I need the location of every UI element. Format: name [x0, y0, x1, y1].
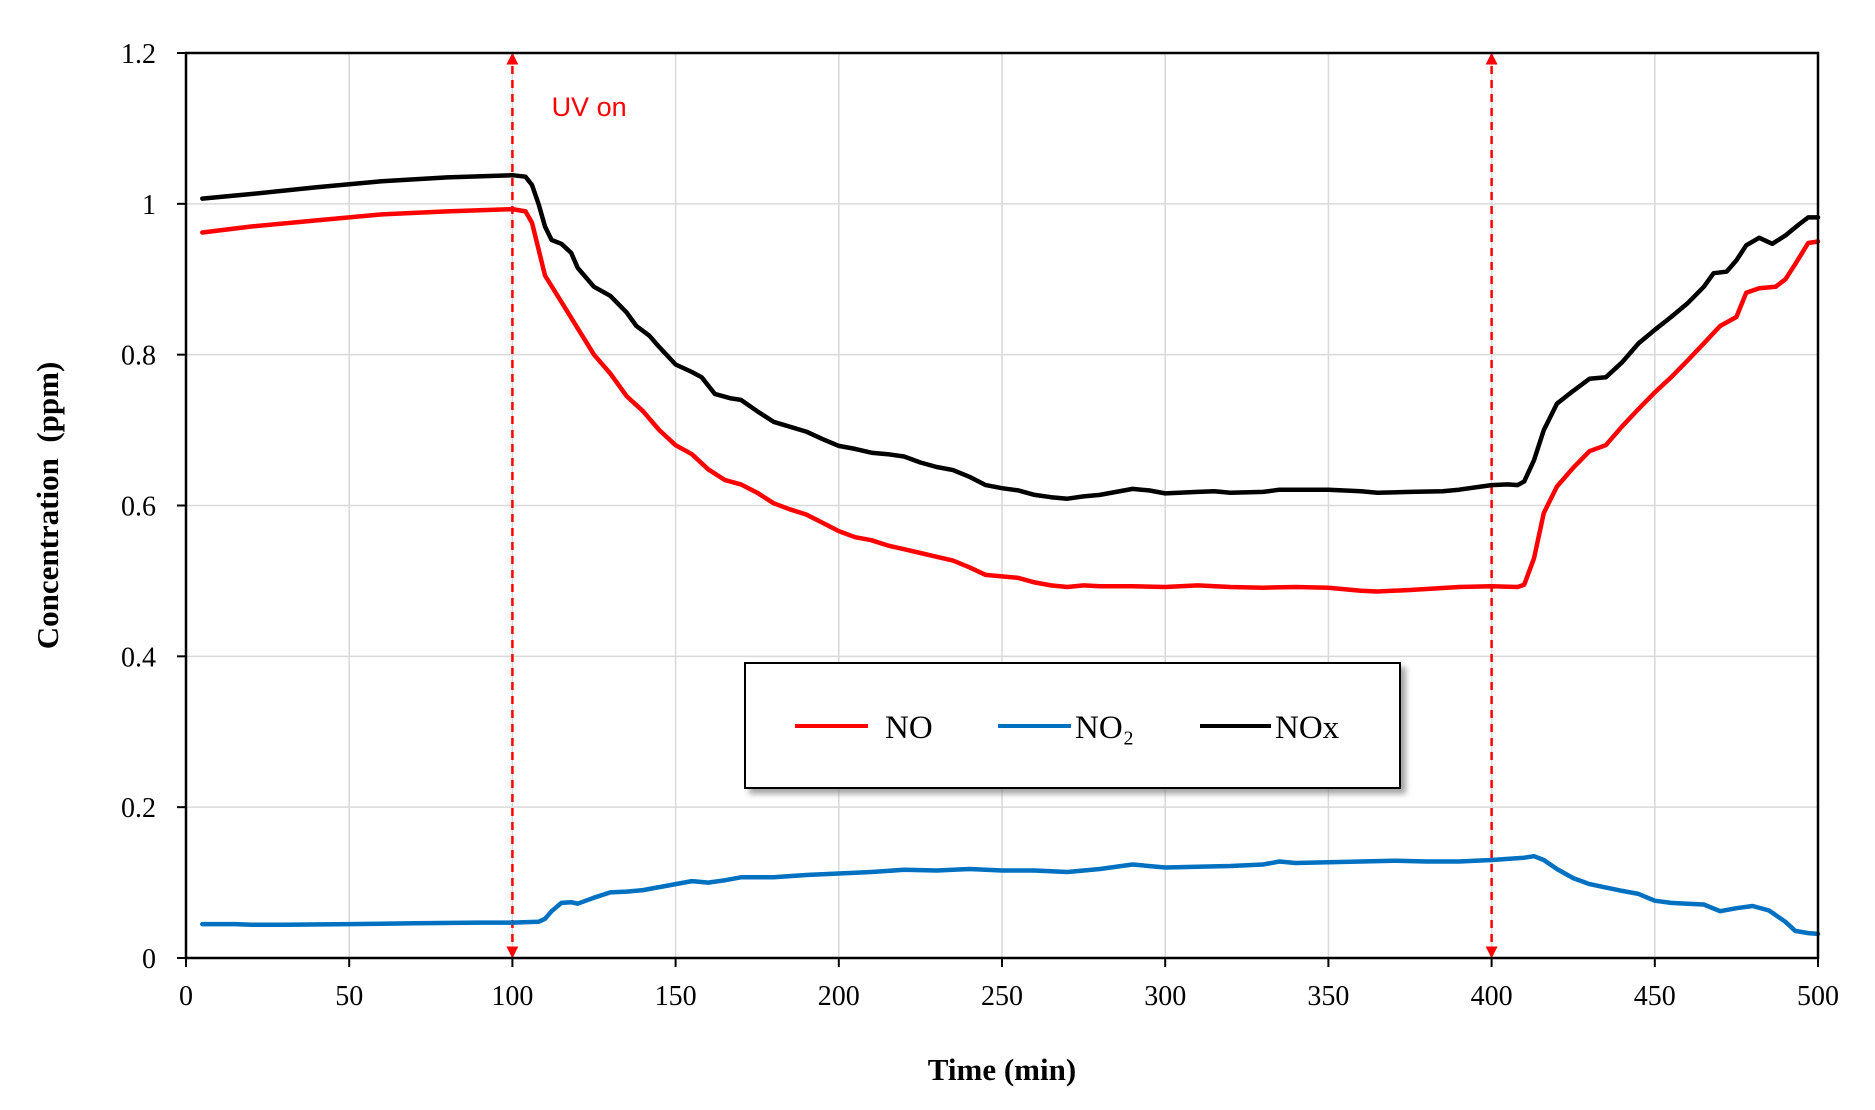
x-tick-label: 300 — [1144, 981, 1186, 1012]
series-line-no — [200, 206, 1821, 594]
y-axis-title: Concentration (ppm) — [30, 362, 65, 650]
x-tick-label: 250 — [981, 981, 1023, 1012]
x-tick-label: 50 — [335, 981, 363, 1012]
series-lines — [200, 172, 1821, 937]
y-tick-label: 0.8 — [121, 341, 156, 372]
x-tick-label: 150 — [655, 981, 697, 1012]
x-tick-label: 400 — [1471, 981, 1513, 1012]
y-tick-label: 0.2 — [121, 793, 156, 824]
x-axis-title: Time (min) — [928, 1052, 1076, 1087]
x-tick-label: 0 — [179, 981, 193, 1012]
x-tick-label: 100 — [491, 981, 533, 1012]
y-tick-label: 0.4 — [121, 642, 156, 673]
x-tick-label: 200 — [818, 981, 860, 1012]
y-tick-label: 1.2 — [121, 39, 156, 70]
x-tick-label: 500 — [1797, 981, 1839, 1012]
y-axis-ticks: 0 0.2 0.4 0.6 0.8 1 1.2 — [121, 39, 186, 975]
x-tick-label: 350 — [1307, 981, 1349, 1012]
legend-label-nox: NOx — [1275, 710, 1340, 746]
uv-on-annotation: UV on — [552, 92, 627, 122]
y-tick-label: 0.6 — [121, 492, 156, 523]
y-tick-label: 1 — [142, 190, 156, 221]
x-axis-ticks: 0 50 100 150 200 250 300 350 400 450 500 — [179, 958, 1839, 1012]
y-tick-label: 0 — [142, 944, 156, 975]
series-line-no2 — [200, 853, 1821, 937]
legend: NO NO₂ NOx — [744, 662, 1401, 789]
legend-label-no2: NO₂ — [1075, 710, 1134, 746]
series-line-nox — [200, 172, 1821, 501]
x-tick-label: 450 — [1634, 981, 1676, 1012]
grid — [186, 53, 1818, 958]
annotations — [506, 52, 1498, 959]
legend-label-no: NO — [885, 710, 933, 746]
